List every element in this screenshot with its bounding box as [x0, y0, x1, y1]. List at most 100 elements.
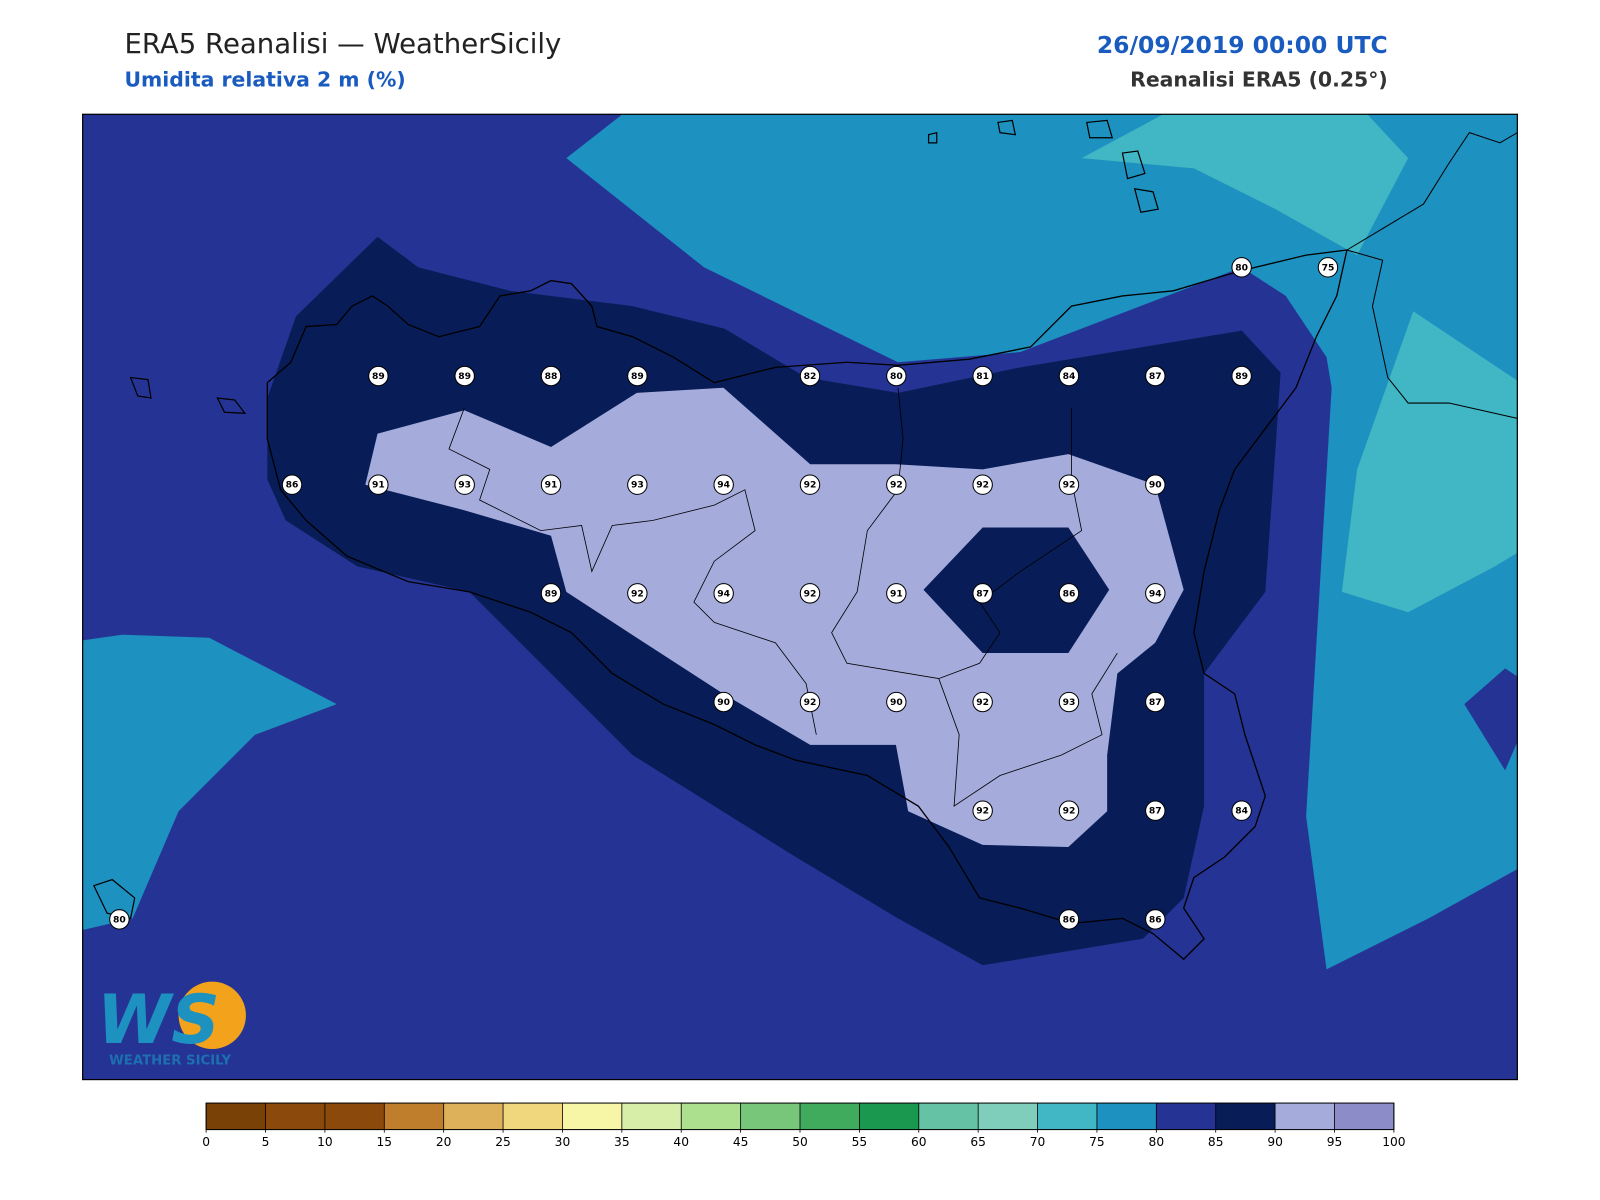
colorbar: 0 5 10 15 20 25 30 35 40 45 50 55 60 65 70 75 80 85 90 95 10…: [202, 1102, 1406, 1149]
colorbar-swatch: [1096, 1103, 1157, 1130]
colorbar-swatch: [324, 1103, 385, 1130]
station-marker: [281, 474, 303, 495]
station-value: 80: [890, 371, 903, 382]
station-marker: [713, 474, 734, 495]
station-value: 90: [890, 697, 903, 708]
colorbar-tick-label: 25: [495, 1135, 511, 1149]
station-value: 90: [717, 697, 730, 708]
station-value: 88: [545, 371, 558, 382]
logo-name: WEATHER SICILY: [109, 1053, 231, 1068]
colorbar-tick-label: 20: [436, 1135, 452, 1149]
station-value: 91: [890, 588, 903, 599]
colorbar-tick-label: 50: [792, 1135, 808, 1149]
station-value: 93: [631, 480, 644, 491]
field-70-75: [1341, 311, 1518, 613]
station-marker: [972, 474, 993, 495]
colorbar-swatch: [562, 1103, 622, 1130]
colorbar-swatch: [265, 1103, 325, 1130]
station-marker: [109, 909, 130, 930]
colorbar-tick-label: 85: [1208, 1135, 1224, 1149]
field-75-80: [82, 634, 337, 930]
station-value: 92: [976, 697, 989, 708]
station-marker: [1145, 365, 1166, 387]
station-marker: [540, 365, 562, 387]
station-value: 86: [1063, 914, 1076, 925]
station-marker: [1058, 583, 1080, 604]
station-marker: [713, 583, 734, 604]
station-value: 94: [717, 480, 730, 491]
field-85-90: [923, 527, 1110, 654]
station-value: 92: [976, 806, 989, 817]
station-value: 94: [717, 588, 730, 599]
station-marker: [886, 691, 907, 713]
colorbar-swatch: [740, 1103, 800, 1130]
colorbar-swatch: [503, 1103, 563, 1130]
coastline-mainland: [1346, 249, 1518, 419]
station-marker: [886, 365, 907, 387]
field-70-75: [1081, 114, 1409, 256]
station-value: 89: [545, 588, 558, 599]
colorbar-swatch: [443, 1103, 504, 1130]
station-marker: [799, 583, 821, 604]
islands: [93, 119, 1159, 920]
station-marker: [1145, 474, 1166, 495]
station-value: 91: [372, 480, 385, 491]
station-marker: [972, 365, 993, 387]
station-marker: [627, 365, 648, 387]
station-value: 92: [890, 480, 903, 491]
colorbar-swatch: [1215, 1103, 1276, 1130]
field-80-85: [1464, 668, 1518, 771]
station-marker: [1058, 691, 1080, 713]
colorbar-tick-label: 35: [614, 1135, 630, 1149]
station-marker: [886, 583, 907, 604]
map: 80 75 89 89 88 89 82 80 81 84 87 89 86 91 93 91 93 94 92 92…: [82, 113, 1518, 1081]
station-marker: [886, 474, 907, 495]
station-value: 89: [1235, 371, 1248, 382]
station-marker: [1231, 800, 1252, 821]
station-value: 87: [1149, 697, 1162, 708]
colorbar-tick-label: 70: [1030, 1135, 1046, 1149]
colorbar-tick-label: 100: [1382, 1135, 1405, 1149]
station-marker: [1317, 257, 1339, 278]
station-value: 84: [1063, 371, 1076, 382]
colorbar-tick-label: 60: [911, 1135, 927, 1149]
station-marker: [972, 800, 993, 821]
station-marker: [972, 691, 993, 713]
station-value: 84: [1235, 806, 1248, 817]
colorbar-swatch: [1156, 1103, 1216, 1130]
station-value: 87: [1149, 371, 1162, 382]
station-value: 89: [631, 371, 644, 382]
station-value: 80: [1235, 262, 1248, 273]
station-value: 87: [1149, 806, 1162, 817]
station-marker: [1231, 257, 1252, 278]
station-value: 92: [631, 588, 644, 599]
colorbar-tick-label: 40: [673, 1135, 689, 1149]
station-marker: [1231, 365, 1252, 387]
station-layer: 80 75 89 89 88 89 82 80 81 84 87 89 86 91 93 91 93 94 92 92…: [109, 257, 1339, 930]
field-75-80: [566, 114, 1518, 970]
station-marker: [799, 474, 821, 495]
province-border: [938, 652, 1118, 807]
colorbar-swatch: [859, 1103, 919, 1130]
station-marker: [368, 474, 389, 495]
colorbar-tick-label: 30: [555, 1135, 571, 1149]
station-marker: [1145, 691, 1166, 713]
station-marker: [799, 365, 821, 387]
logo-mark: WS: [97, 980, 220, 1059]
date: 26/09/2019 00:00 UTC: [1097, 31, 1388, 59]
colorbar-swatch: [918, 1103, 979, 1130]
station-value: 94: [1149, 588, 1162, 599]
station-marker: [454, 474, 475, 495]
station-value: 91: [545, 480, 558, 491]
colorbar-tick-label: 90: [1267, 1135, 1283, 1149]
colorbar-swatch: [681, 1103, 741, 1130]
source: Reanalisi ERA5 (0.25°): [1130, 68, 1388, 92]
colorbar-swatch: [621, 1103, 682, 1130]
station-value: 90: [1149, 480, 1162, 491]
station-marker: [540, 474, 562, 495]
logo-sun: [178, 981, 246, 1049]
station-value: 87: [976, 588, 989, 599]
station-marker: [713, 691, 734, 713]
station-marker: [799, 691, 821, 713]
